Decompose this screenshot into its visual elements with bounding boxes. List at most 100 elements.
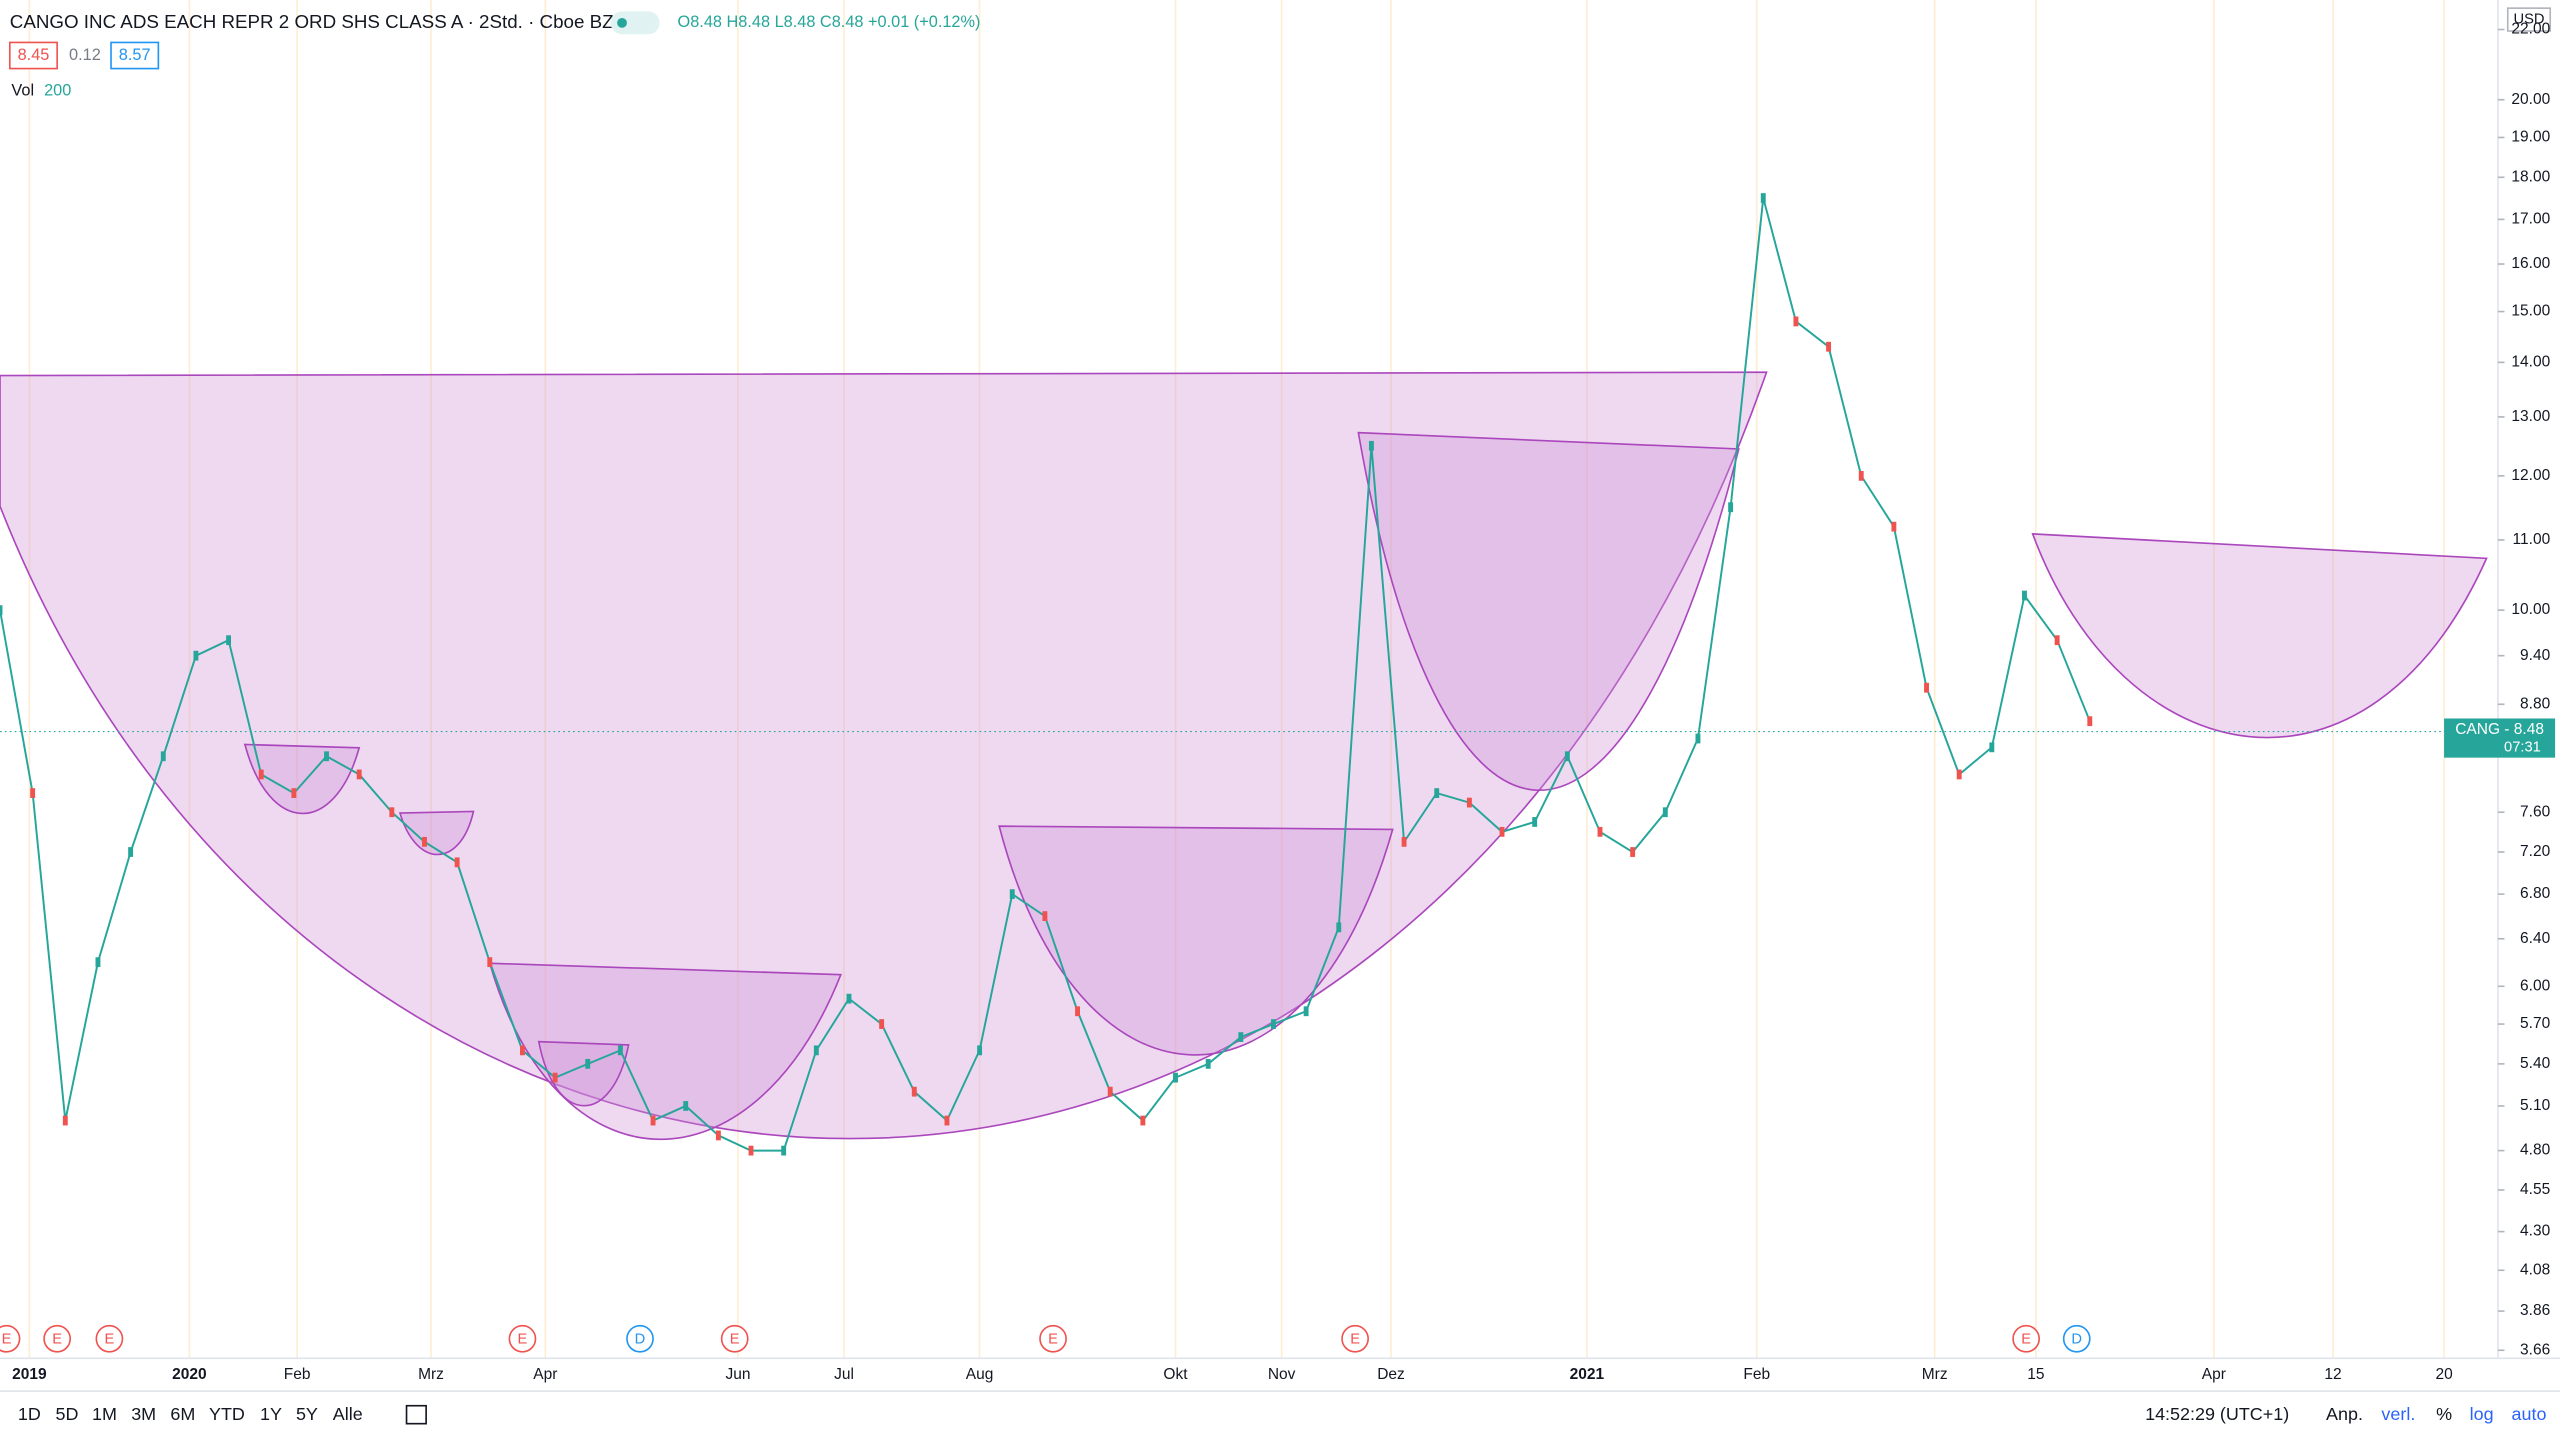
range-button[interactable]: 5Y (296, 1404, 318, 1424)
price-tick-label: 4.30 (2520, 1223, 2551, 1240)
event-marker[interactable] (2062, 1324, 2091, 1353)
candle (1205, 1058, 1211, 1069)
time-label: Dez (1377, 1366, 1405, 1383)
range-button[interactable]: YTD (209, 1404, 245, 1424)
event-marker[interactable] (2012, 1324, 2040, 1353)
range-button[interactable]: 6M (170, 1404, 195, 1424)
price-tick-label: 22.00 (2511, 21, 2550, 38)
candle (1499, 826, 1505, 837)
scale-option[interactable]: verl. (2381, 1404, 2415, 1424)
candle (30, 788, 36, 798)
event-letter: E (2, 1331, 12, 1347)
date-range-icon[interactable] (405, 1404, 427, 1425)
candle (846, 993, 852, 1004)
ask-box (110, 41, 160, 70)
clock[interactable]: 14:52:29 (UTC+1) (2145, 1404, 2289, 1424)
time-axis: 2019 2020 Feb Mrz Apr Jun Jul Aug Okt Nov Dez 2021 F… (12, 1366, 2453, 1383)
price-tick-label: 3.86 (2520, 1302, 2550, 1319)
candle (1401, 836, 1407, 847)
time-label: 15 (2027, 1366, 2044, 1383)
time-label: Nov (1268, 1366, 1296, 1383)
candle (781, 1145, 787, 1156)
range-button[interactable]: Alle (333, 1404, 363, 1424)
cup-drawings (0, 371, 2488, 1141)
time-label: 12 (2324, 1366, 2341, 1383)
candle (1826, 341, 1832, 352)
price-tick-label: 20.00 (2511, 91, 2550, 108)
candle (2054, 635, 2060, 646)
scale-option[interactable]: log (2470, 1404, 2494, 1424)
candle (977, 1045, 983, 1056)
event-marker[interactable] (95, 1324, 124, 1353)
candle (1956, 769, 1962, 780)
candle (95, 957, 101, 968)
event-marker[interactable] (43, 1324, 72, 1353)
event-marker[interactable] (626, 1324, 654, 1353)
event-letter: E (2021, 1331, 2031, 1347)
candle (748, 1145, 754, 1156)
candle (552, 1072, 558, 1083)
scale-option[interactable]: % (2436, 1404, 2452, 1424)
candle (617, 1045, 623, 1056)
event-marker[interactable] (1039, 1324, 1067, 1353)
event-letter: D (635, 1331, 646, 1347)
candle (2022, 590, 2027, 601)
candle (1107, 1086, 1113, 1097)
countdown: 07:31 (2504, 740, 2541, 756)
price-tick-label: 6.00 (2520, 977, 2551, 994)
time-label: Aug (966, 1366, 994, 1383)
range-button[interactable]: 3M (131, 1404, 156, 1424)
range-button[interactable]: 1D (18, 1404, 41, 1424)
price-tick-label: 13.00 (2511, 408, 2550, 425)
candle (193, 650, 199, 661)
cup-pattern (998, 825, 1394, 1056)
candle (1042, 911, 1048, 922)
cup-pattern (0, 371, 1768, 1140)
candle (1793, 316, 1799, 327)
event-marker[interactable] (1341, 1324, 1369, 1353)
candle (1303, 1006, 1309, 1017)
price-tick-label: 5.40 (2520, 1055, 2551, 1072)
candle (1728, 502, 1734, 513)
candle (683, 1101, 689, 1111)
price-tick-label: 12.00 (2511, 467, 2550, 484)
candle (258, 769, 264, 780)
candle (1336, 922, 1342, 933)
event-letter: D (2071, 1331, 2082, 1347)
price-tick-label: 11.00 (2513, 531, 2551, 548)
candle (585, 1058, 591, 1069)
event-marker[interactable] (508, 1324, 537, 1353)
event-marker[interactable] (720, 1324, 749, 1353)
candle (1075, 1006, 1080, 1017)
plot (0, 193, 2498, 1156)
candle (226, 635, 232, 646)
candle (1858, 470, 1864, 481)
time-label: 2021 (1570, 1366, 1605, 1383)
price-tick-label: 19.00 (2511, 129, 2550, 146)
range-button[interactable]: 5D (55, 1404, 78, 1424)
symbol-title: CANGO INC ADS EACH REPR 2 ORD SHS CLASS … (10, 11, 627, 32)
price-tick-label: 9.40 (2520, 647, 2551, 664)
bid-box (8, 41, 58, 70)
time-label: Okt (1163, 1366, 1188, 1383)
range-button[interactable]: 1Y (260, 1404, 282, 1424)
event-letter: E (104, 1331, 114, 1347)
bid: 8.45 (18, 46, 50, 64)
cup-pattern (1357, 431, 1740, 791)
event-marker[interactable] (0, 1324, 21, 1353)
ask: 8.57 (119, 46, 151, 64)
range-button[interactable]: 1M (92, 1404, 117, 1424)
candle (715, 1130, 721, 1141)
time-label: Feb (1743, 1366, 1770, 1383)
candle (520, 1045, 525, 1056)
spread: 0.12 (69, 46, 101, 64)
candle (324, 751, 329, 762)
scale-option[interactable]: Anp. (2326, 1404, 2363, 1424)
scale-option[interactable]: auto (2512, 1404, 2547, 1424)
event-letter: E (518, 1331, 528, 1347)
price-axis: 22.00 20.00 19.00 18.00 17.00 16.00 15.00 14.00… (2497, 21, 2551, 1358)
last-price-box (2444, 718, 2556, 758)
cup-pattern (243, 743, 361, 815)
candle (1140, 1115, 1146, 1126)
